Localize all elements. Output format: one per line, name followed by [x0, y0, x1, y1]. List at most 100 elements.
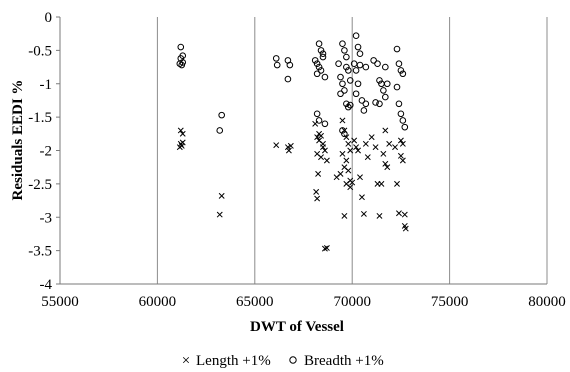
data-point-length [401, 211, 408, 218]
y-axis-title: Residuals EEDI % [10, 80, 26, 201]
data-point-length [323, 157, 330, 164]
y-tick-labels: 0 -0.5 -1 -1.5 -2 -2.5 -3 -3.5 -4 [28, 10, 52, 293]
axes [56, 16, 547, 285]
data-point-length [318, 154, 324, 161]
legend: × Length +1% Breadth +1% [182, 353, 384, 369]
data-point-breadth [313, 60, 321, 68]
data-point-length [360, 210, 367, 217]
x-tick-label: 65000 [236, 294, 274, 310]
x-tick-label: 60000 [139, 294, 177, 310]
data-point-breadth [397, 110, 405, 118]
data-point-breadth [343, 53, 350, 61]
data-point-length [380, 150, 387, 157]
data-point-breadth [216, 127, 224, 134]
data-point-breadth [354, 43, 362, 51]
data-point-length [321, 245, 328, 252]
data-point-breadth [395, 100, 403, 108]
data-point-length [402, 225, 409, 232]
data-point-breadth [337, 73, 344, 81]
data-point-length [392, 144, 399, 151]
data-point-length [378, 180, 385, 187]
data-point-length [218, 192, 225, 199]
legend-item-length: × Length +1% [182, 353, 271, 369]
data-point-length [358, 194, 365, 201]
data-point-breadth [376, 100, 383, 108]
data-point-breadth [352, 90, 360, 98]
data-point-length [339, 117, 346, 124]
legend-circle-marker-icon [289, 356, 297, 364]
data-point-length [341, 127, 348, 134]
data-point-length [179, 130, 186, 137]
data-point-breadth [350, 60, 358, 68]
data-point-length [384, 164, 391, 171]
data-point-breadth [321, 73, 329, 81]
data-point-length [320, 144, 326, 151]
x-tick-labels: 55000 60000 65000 70000 75000 80000 [41, 294, 566, 310]
legend-item-breadth: Breadth +1% [289, 353, 384, 369]
data-point-length [382, 160, 389, 167]
x-tick-label: 55000 [41, 294, 79, 310]
data-point-breadth [315, 40, 323, 48]
data-point-length [313, 188, 320, 195]
data-point-breadth [345, 67, 352, 74]
data-point-length [316, 137, 323, 144]
data-point-breadth [319, 53, 327, 61]
data-point-length [216, 211, 223, 218]
data-point-length [179, 139, 186, 146]
data-point-breadth [374, 60, 381, 68]
data-point-breadth [358, 97, 366, 104]
data-point-length [323, 245, 330, 251]
data-point-breadth [315, 63, 323, 71]
data-point-breadth [352, 67, 360, 74]
data-point-breadth [395, 60, 403, 68]
legend-label-length: Length +1% [196, 353, 271, 369]
y-tick-label: -2.5 [28, 177, 52, 193]
data-point-breadth [341, 130, 348, 138]
data-point-breadth [346, 77, 354, 84]
data-point-breadth [341, 87, 348, 94]
data-point-length [395, 210, 402, 217]
data-point-length [355, 147, 361, 154]
legend-x-marker-icon: × [182, 353, 190, 369]
data-point-length [315, 170, 322, 177]
data-point-breadth [397, 67, 405, 74]
data-point-breadth [356, 61, 364, 69]
x-tick-label: 70000 [333, 294, 371, 310]
data-point-breadth [356, 50, 364, 58]
data-point-breadth [273, 61, 281, 69]
data-point-breadth [313, 70, 321, 78]
data-point-breadth [339, 127, 346, 134]
data-point-breadth [321, 120, 329, 128]
data-point-breadth [352, 32, 360, 39]
data-point-length [357, 174, 363, 181]
data-point-breadth [317, 47, 325, 54]
data-point-breadth [382, 93, 389, 101]
gridlines [59, 17, 548, 284]
data-point-breadth [272, 55, 280, 62]
data-point-length [343, 134, 350, 141]
data-point-length [399, 140, 406, 147]
data-point-breadth [362, 63, 370, 71]
data-point-length [314, 134, 321, 141]
data-point-breadth [354, 80, 362, 88]
data-point-breadth [339, 40, 346, 48]
data-point-breadth [346, 101, 354, 109]
data-point-breadth [343, 63, 350, 71]
data-point-length [362, 140, 369, 147]
y-tick-label: 0 [45, 10, 53, 26]
x-tick-label: 80000 [528, 294, 566, 310]
data-point-breadth [362, 100, 370, 108]
data-point-breadth [343, 100, 350, 108]
data-point-length [178, 142, 185, 149]
data-point-length [177, 127, 184, 134]
data-point-length [318, 132, 324, 139]
data-point-length [341, 212, 348, 219]
data-point-length [347, 184, 354, 191]
y-tick-label: -4 [40, 277, 53, 293]
data-point-length [285, 147, 292, 154]
data-point-length [337, 170, 344, 177]
y-tick-label: -3.5 [28, 244, 52, 260]
data-point-length [394, 180, 400, 187]
series-breadth-points [176, 32, 409, 138]
